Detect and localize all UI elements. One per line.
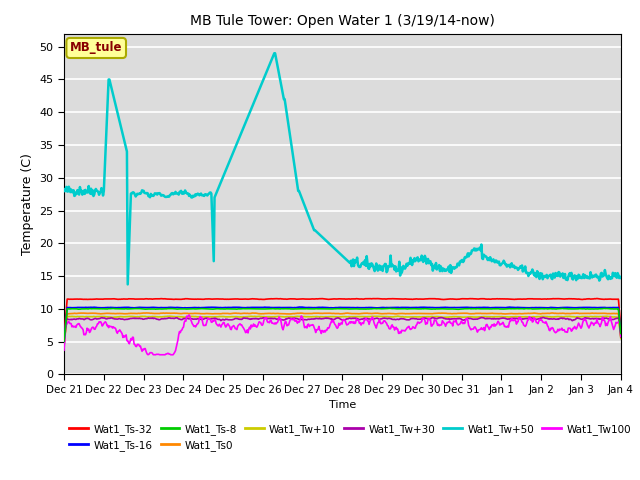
Wat1_Ts-32 <box>60 334 68 339</box>
Wat1_Ts-8 <box>60 339 68 345</box>
Wat1_Tw+50 <box>197 191 205 196</box>
Wat1_Ts-32 <box>236 296 244 302</box>
Wat1_Tw+50 <box>218 177 225 183</box>
Line: Wat1_Ts-32: Wat1_Ts-32 <box>64 299 621 336</box>
Wat1_Tw100 <box>617 334 625 339</box>
Wat1_Tw+10 <box>427 314 435 320</box>
Wat1_Ts0 <box>563 311 570 316</box>
Wat1_Ts-16 <box>494 305 502 311</box>
Wat1_Ts-8 <box>427 306 435 312</box>
Wat1_Ts-16 <box>296 304 303 310</box>
Wat1_Tw+10 <box>60 343 68 348</box>
Wat1_Ts-16 <box>563 304 570 310</box>
Wat1_Ts0 <box>237 311 244 316</box>
Line: Wat1_Tw+30: Wat1_Tw+30 <box>64 317 621 347</box>
Wat1_Tw100 <box>564 329 572 335</box>
Wat1_Tw+30 <box>60 344 68 349</box>
Wat1_Ts0 <box>218 311 225 316</box>
Wat1_Tw100 <box>219 321 227 327</box>
Wat1_Tw+10 <box>494 314 502 320</box>
Wat1_Ts-32 <box>493 296 501 301</box>
Legend: Wat1_Ts-32, Wat1_Ts-16, Wat1_Ts-8, Wat1_Ts0, Wat1_Tw+10, Wat1_Tw+30, Wat1_Tw+50,: Wat1_Ts-32, Wat1_Ts-16, Wat1_Ts-8, Wat1_… <box>69 424 631 451</box>
Wat1_Ts-8 <box>617 331 625 336</box>
Wat1_Ts0 <box>617 334 625 339</box>
Wat1_Tw+30 <box>494 316 502 322</box>
Line: Wat1_Ts-16: Wat1_Ts-16 <box>64 307 621 341</box>
Wat1_Ts-8 <box>217 306 225 312</box>
Wat1_Tw+30 <box>563 316 570 322</box>
Wat1_Tw+30 <box>477 314 485 320</box>
Wat1_Tw+50 <box>60 187 68 192</box>
Wat1_Tw+50 <box>617 275 625 281</box>
Wat1_Tw100 <box>238 322 246 328</box>
Wat1_Ts-32 <box>617 324 625 330</box>
Wat1_Tw+10 <box>563 313 570 319</box>
X-axis label: Time: Time <box>329 400 356 410</box>
Wat1_Tw+30 <box>236 317 244 323</box>
Wat1_Ts0 <box>142 310 150 316</box>
Wat1_Tw+30 <box>196 316 204 322</box>
Wat1_Tw+50 <box>428 262 435 268</box>
Wat1_Tw+50 <box>564 277 572 283</box>
Wat1_Ts-16 <box>217 305 225 311</box>
Wat1_Ts0 <box>427 311 435 316</box>
Wat1_Ts-32 <box>217 296 225 302</box>
Wat1_Tw+30 <box>217 318 225 324</box>
Wat1_Ts0 <box>494 311 502 316</box>
Text: MB_tule: MB_tule <box>70 41 122 54</box>
Wat1_Ts-8 <box>494 306 502 312</box>
Wat1_Ts-16 <box>236 304 244 310</box>
Wat1_Tw+10 <box>217 313 225 319</box>
Line: Wat1_Ts0: Wat1_Ts0 <box>64 313 621 344</box>
Y-axis label: Temperature (C): Temperature (C) <box>21 153 34 255</box>
Line: Wat1_Ts-8: Wat1_Ts-8 <box>64 309 621 342</box>
Wat1_Tw+30 <box>617 334 625 340</box>
Wat1_Ts-8 <box>563 306 570 312</box>
Line: Wat1_Tw100: Wat1_Tw100 <box>64 315 621 355</box>
Wat1_Tw100 <box>185 312 193 318</box>
Wat1_Tw+10 <box>617 336 625 341</box>
Wat1_Ts-16 <box>427 305 435 311</box>
Wat1_Ts-16 <box>617 330 625 336</box>
Wat1_Ts0 <box>197 311 205 316</box>
Line: Wat1_Tw+50: Wat1_Tw+50 <box>64 53 621 284</box>
Wat1_Ts-32 <box>562 296 570 302</box>
Wat1_Tw100 <box>428 323 435 329</box>
Wat1_Ts-32 <box>426 296 433 301</box>
Wat1_Ts-8 <box>236 306 244 312</box>
Wat1_Tw+10 <box>394 313 402 319</box>
Wat1_Tw100 <box>495 320 503 325</box>
Wat1_Ts0 <box>60 341 68 347</box>
Wat1_Ts-32 <box>593 296 601 301</box>
Wat1_Ts-32 <box>196 296 204 302</box>
Wat1_Tw+10 <box>236 314 244 320</box>
Title: MB Tule Tower: Open Water 1 (3/19/14-now): MB Tule Tower: Open Water 1 (3/19/14-now… <box>190 14 495 28</box>
Wat1_Ts-16 <box>60 338 68 344</box>
Wat1_Ts-8 <box>386 306 394 312</box>
Wat1_Tw+50 <box>495 259 503 264</box>
Wat1_Tw+50 <box>124 281 132 287</box>
Wat1_Tw100 <box>198 314 205 320</box>
Line: Wat1_Tw+10: Wat1_Tw+10 <box>64 316 621 346</box>
Wat1_Tw+30 <box>426 316 433 322</box>
Wat1_Tw+50 <box>271 50 278 56</box>
Wat1_Tw100 <box>60 348 68 353</box>
Wat1_Ts-16 <box>196 305 204 311</box>
Wat1_Tw100 <box>151 352 159 358</box>
Wat1_Ts-8 <box>196 306 204 312</box>
Wat1_Tw+50 <box>237 131 244 137</box>
Wat1_Tw+10 <box>196 314 204 320</box>
